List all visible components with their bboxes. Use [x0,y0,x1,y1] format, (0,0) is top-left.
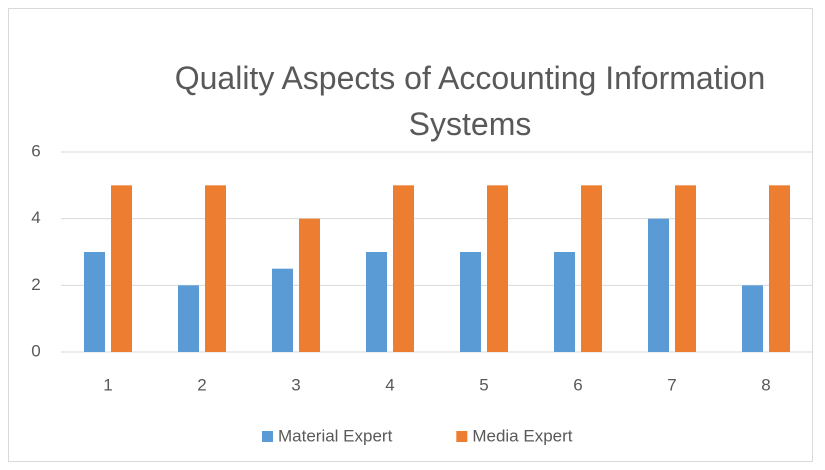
bar [581,185,602,352]
legend-swatch [456,431,468,442]
bar [554,252,575,352]
bar [299,218,320,352]
x-tick-label: 8 [761,375,770,394]
legend-swatch [262,431,273,442]
y-tick-label: 4 [31,208,40,227]
bar [393,185,414,352]
bar [742,285,763,352]
x-tick-label: 4 [385,375,394,394]
x-tick-label: 6 [573,375,582,394]
bar [366,252,387,352]
bar [769,185,790,352]
bar [84,252,105,352]
x-tick-label: 7 [667,375,676,394]
y-tick-label: 6 [31,141,40,160]
bar [178,285,199,352]
x-tick-label: 2 [197,375,206,394]
y-tick-label: 0 [31,341,40,360]
chart-title: Quality Aspects of Accounting Informatio… [174,60,766,142]
bar [205,185,226,352]
bar [460,252,481,352]
x-tick-label: 5 [479,375,488,394]
bar [648,218,669,352]
x-tick-label: 3 [291,375,300,394]
bar [272,268,293,352]
legend-label: Material Expert [278,426,393,445]
bar [675,185,696,352]
bar [111,185,132,352]
x-tick-label: 1 [103,375,112,394]
legend-label: Media Expert [472,426,572,445]
y-tick-label: 2 [31,275,40,294]
bar [487,185,508,352]
